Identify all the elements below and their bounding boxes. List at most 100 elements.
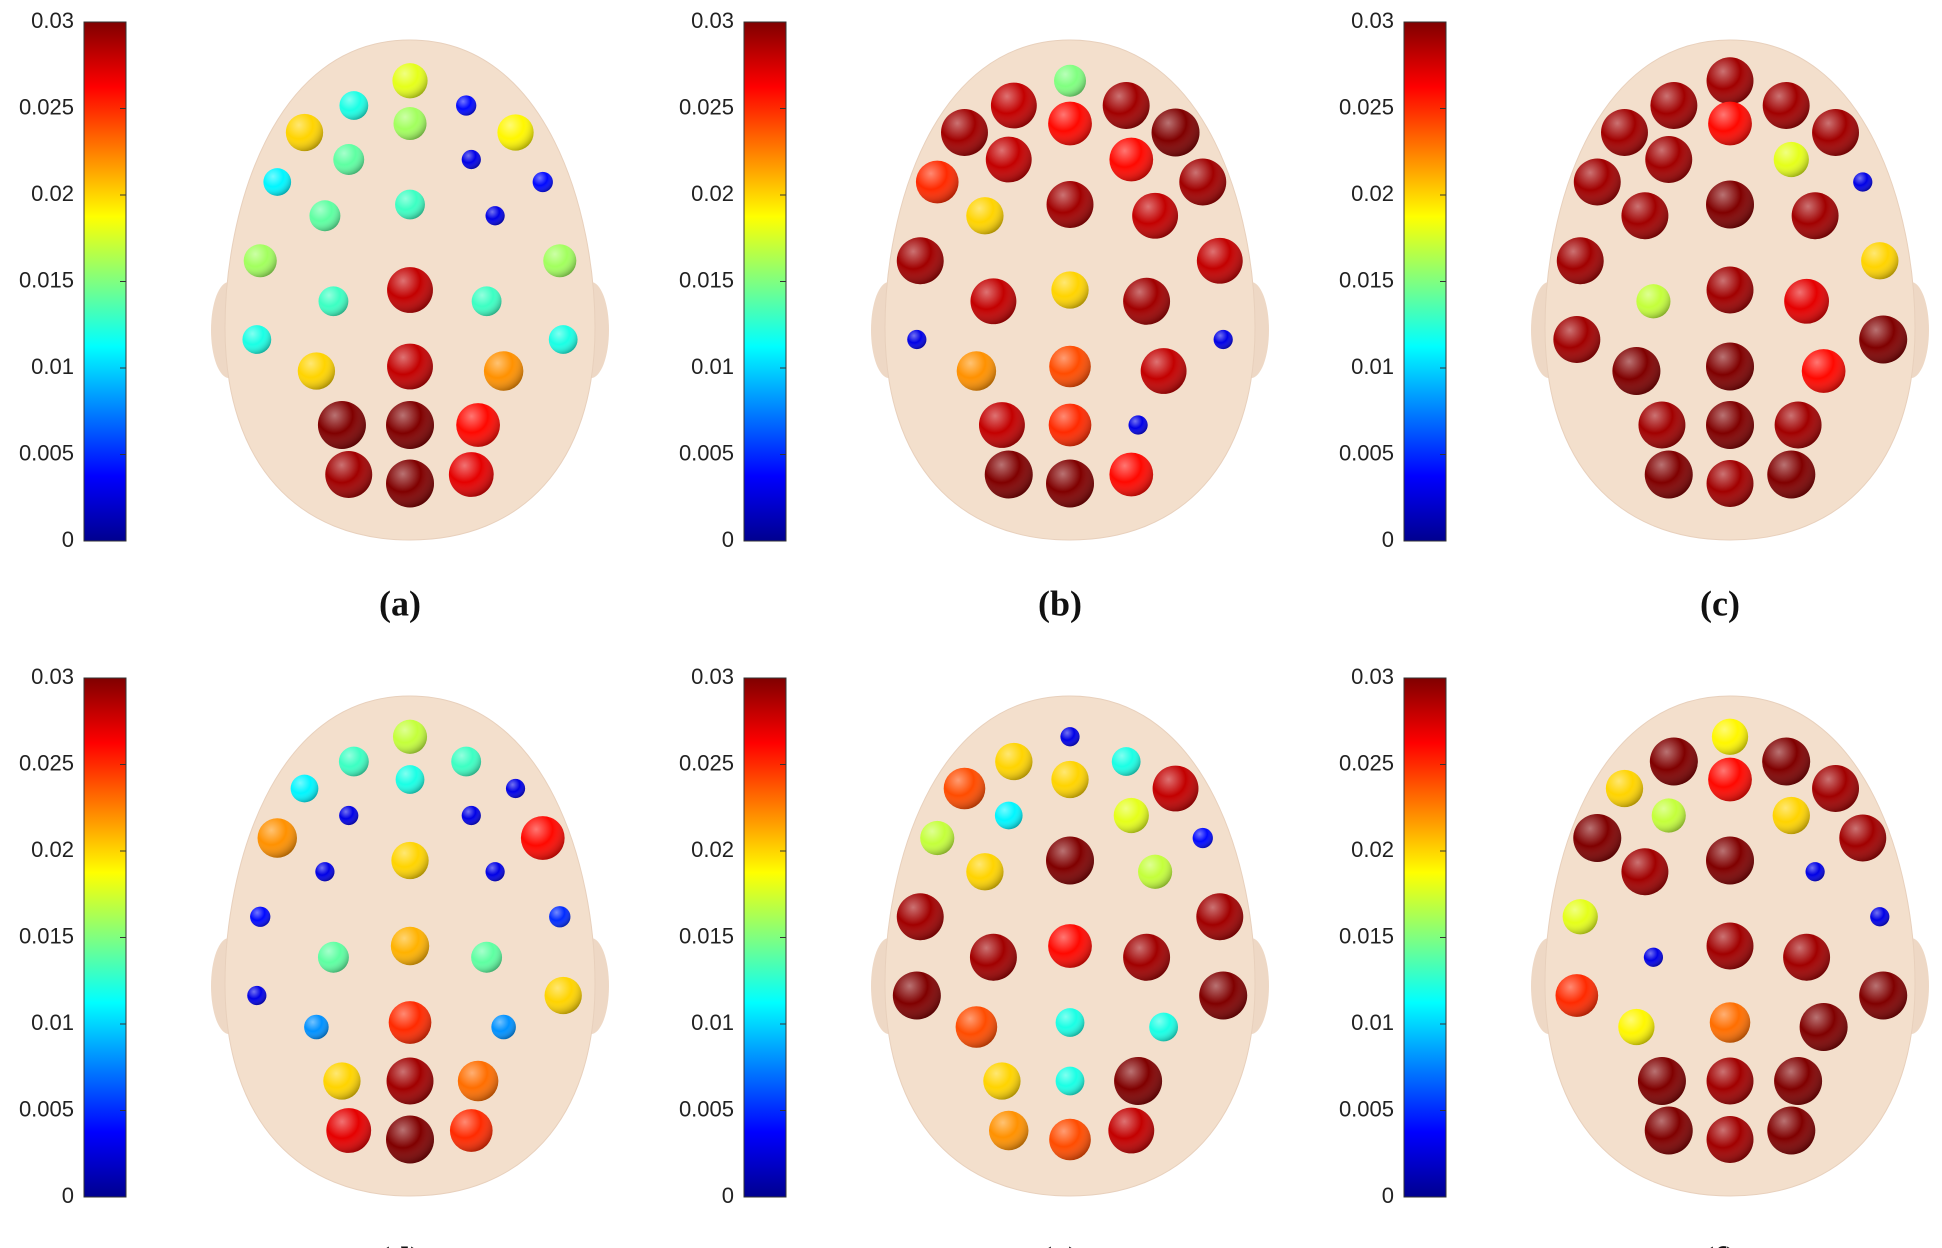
electrode-shading bbox=[984, 450, 1033, 499]
electrode-shading bbox=[1046, 181, 1094, 228]
electrode-shading bbox=[941, 109, 988, 156]
electrode-shading bbox=[1051, 271, 1089, 309]
electrode-shading bbox=[485, 862, 505, 882]
electrode-shading bbox=[892, 971, 941, 1020]
electrode-shading bbox=[969, 933, 1017, 981]
colorbar-tick-label: 0.01 bbox=[31, 1010, 74, 1035]
electrode-shading bbox=[386, 459, 434, 508]
colorbar-tick-label: 0.01 bbox=[691, 1010, 734, 1035]
colorbar-tick-label: 0.015 bbox=[679, 267, 734, 292]
electrode-shading bbox=[318, 286, 349, 317]
electrode-shading bbox=[456, 95, 477, 116]
electrode-shading bbox=[990, 82, 1037, 129]
colorbar-tick-label: 0.03 bbox=[1351, 8, 1394, 33]
electrode-shading bbox=[505, 778, 526, 799]
electrode-shading bbox=[544, 976, 582, 1015]
colorbar bbox=[1403, 677, 1447, 1198]
electrode-shading bbox=[955, 1006, 998, 1048]
electrode-shading bbox=[491, 1014, 516, 1040]
electrode-shading bbox=[548, 325, 578, 354]
electrode-shading bbox=[247, 985, 267, 1006]
colorbar-tick-label: 0.005 bbox=[19, 1096, 74, 1121]
electrode-shading bbox=[966, 197, 1004, 235]
electrode-shading bbox=[386, 1115, 434, 1164]
electrode-shading bbox=[395, 189, 425, 220]
electrode-shading bbox=[1762, 737, 1811, 786]
electrode-shading bbox=[995, 742, 1033, 781]
electrode-shading bbox=[317, 941, 349, 973]
colorbar bbox=[1403, 21, 1447, 542]
electrode-shading bbox=[520, 816, 565, 860]
electrode-shading bbox=[1645, 136, 1693, 183]
electrode-shading bbox=[497, 114, 534, 151]
electrode-shading bbox=[1772, 796, 1810, 835]
panel-label: (a) bbox=[379, 583, 421, 623]
electrode-shading bbox=[1853, 172, 1873, 192]
electrode-shading bbox=[388, 1001, 432, 1044]
colorbar-tick-label: 0 bbox=[722, 1183, 734, 1208]
electrode-shading bbox=[309, 200, 341, 232]
colorbar-tick-label: 0.01 bbox=[1351, 1010, 1394, 1035]
electrode-shading bbox=[387, 343, 433, 390]
electrode-shading bbox=[549, 906, 571, 928]
electrode-shading bbox=[1839, 814, 1887, 862]
electrode-shading bbox=[1152, 765, 1199, 812]
electrode-shading bbox=[1060, 727, 1080, 747]
electrode-shading bbox=[1048, 924, 1092, 968]
electrode-shading bbox=[1651, 798, 1686, 833]
electrode-shading bbox=[1621, 192, 1669, 240]
panel: 0 0.005 0.01 0.015 0.02 0.025 0.03 (f) bbox=[1339, 664, 1929, 1248]
colorbar-tick-label: 0.02 bbox=[31, 181, 74, 206]
electrode-shading bbox=[1618, 1008, 1655, 1046]
electrode-shading bbox=[1573, 814, 1622, 862]
electrode-shading bbox=[471, 941, 503, 973]
electrode-shading bbox=[1108, 1107, 1155, 1154]
electrode-shading bbox=[970, 278, 1017, 325]
electrode-shading bbox=[326, 1108, 372, 1153]
colorbar-tick-label: 0.03 bbox=[691, 8, 734, 33]
electrode-shading bbox=[1612, 347, 1661, 395]
electrode-shading bbox=[1556, 237, 1604, 285]
electrode-shading bbox=[1049, 1118, 1091, 1161]
electrode-shading bbox=[1601, 109, 1648, 156]
electrode-shading bbox=[1644, 1106, 1693, 1155]
electrode-shading bbox=[323, 1062, 361, 1100]
electrode-shading bbox=[1861, 242, 1899, 280]
electrode-shading bbox=[338, 746, 369, 777]
electrode-shading bbox=[1553, 316, 1601, 363]
electrode-shading bbox=[1812, 765, 1859, 812]
electrode-shading bbox=[448, 452, 494, 497]
colorbar-tick-label: 0 bbox=[1382, 1183, 1394, 1208]
electrode-shading bbox=[1706, 342, 1754, 391]
electrode-shading bbox=[1048, 101, 1092, 146]
electrode-shading bbox=[304, 1014, 329, 1040]
panel: 0 0.005 0.01 0.015 0.02 0.025 0.03 (a) bbox=[19, 8, 609, 623]
electrode-shading bbox=[1046, 459, 1094, 508]
electrode-shading bbox=[243, 244, 277, 278]
electrode-shading bbox=[1706, 460, 1754, 507]
electrode-shading bbox=[1773, 141, 1809, 178]
electrode-shading bbox=[1859, 315, 1908, 364]
electrode-shading bbox=[1049, 345, 1091, 388]
electrode-shading bbox=[1709, 1002, 1751, 1043]
electrode-shading bbox=[1054, 64, 1086, 97]
colorbar-tick-label: 0.02 bbox=[1351, 837, 1394, 862]
panel-label: (d) bbox=[378, 1239, 422, 1248]
colorbar-tick-label: 0.02 bbox=[31, 837, 74, 862]
electrode-shading bbox=[315, 862, 335, 882]
colorbar-tick-label: 0.015 bbox=[1339, 267, 1394, 292]
electrode-shading bbox=[1870, 907, 1890, 927]
colorbar-tick-label: 0.005 bbox=[679, 1096, 734, 1121]
colorbar bbox=[743, 677, 787, 1198]
electrode-shading bbox=[1774, 1057, 1823, 1105]
electrode-shading bbox=[896, 893, 944, 941]
panel: 0 0.005 0.01 0.015 0.02 0.025 0.03 (c) bbox=[1339, 8, 1929, 623]
electrode-shading bbox=[1179, 158, 1227, 206]
colorbar-tick-label: 0.015 bbox=[19, 923, 74, 948]
electrode-shading bbox=[532, 171, 553, 193]
electrode-shading bbox=[393, 106, 427, 141]
electrode-shading bbox=[1111, 747, 1141, 776]
colorbar-tick-label: 0.03 bbox=[31, 664, 74, 689]
